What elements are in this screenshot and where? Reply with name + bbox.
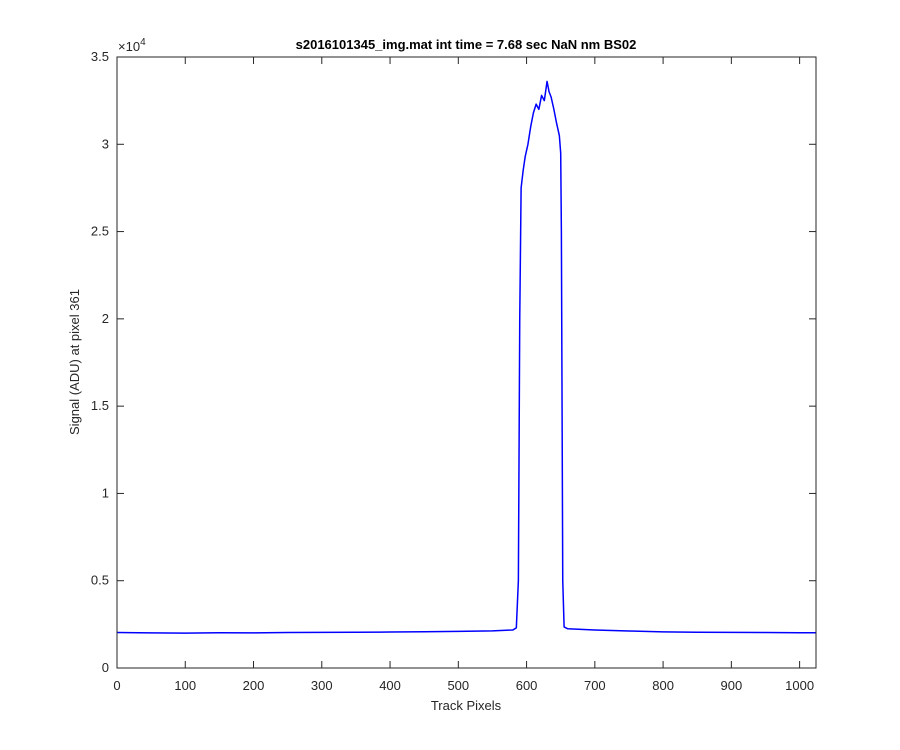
x-axis-label: Track Pixels [431,698,502,713]
x-tick-label: 100 [174,678,196,693]
y-tick-label: 0.5 [91,573,109,588]
plot-area [117,57,816,668]
x-tick-label: 700 [584,678,606,693]
y-tick-label: 1 [102,485,109,500]
y-tick-label: 2.5 [91,224,109,239]
chart-title: s2016101345_img.mat int time = 7.68 sec … [296,37,637,52]
ticks-group: 0 100 200 300 400 500 600 700 800 900 1000 0 0.5 1 1.5… [91,49,816,693]
series-line [116,80,816,634]
x-tick-label: 500 [447,678,469,693]
y-axis-exponent: ×104 [118,37,146,54]
y-exponent-power: 4 [140,37,146,48]
y-tick-label: 1.5 [91,398,109,413]
x-tick-label: 300 [311,678,333,693]
x-tick-label: 900 [721,678,743,693]
x-tick-label: 200 [243,678,265,693]
y-exponent-base: ×10 [118,39,140,54]
series-layer [116,80,816,634]
y-tick-label: 0 [102,660,109,675]
x-tick-label: 600 [516,678,538,693]
axes-box [116,56,817,669]
y-axis-label: Signal (ADU) at pixel 361 [67,289,82,435]
x-tick-label: 800 [652,678,674,693]
x-tick-label: 0 [113,678,120,693]
y-tick-label: 2 [102,311,109,326]
x-tick-label: 400 [379,678,401,693]
x-tick-label: 1000 [785,678,814,693]
y-tick-label: 3.5 [91,49,109,64]
y-tick-label: 3 [102,136,109,151]
